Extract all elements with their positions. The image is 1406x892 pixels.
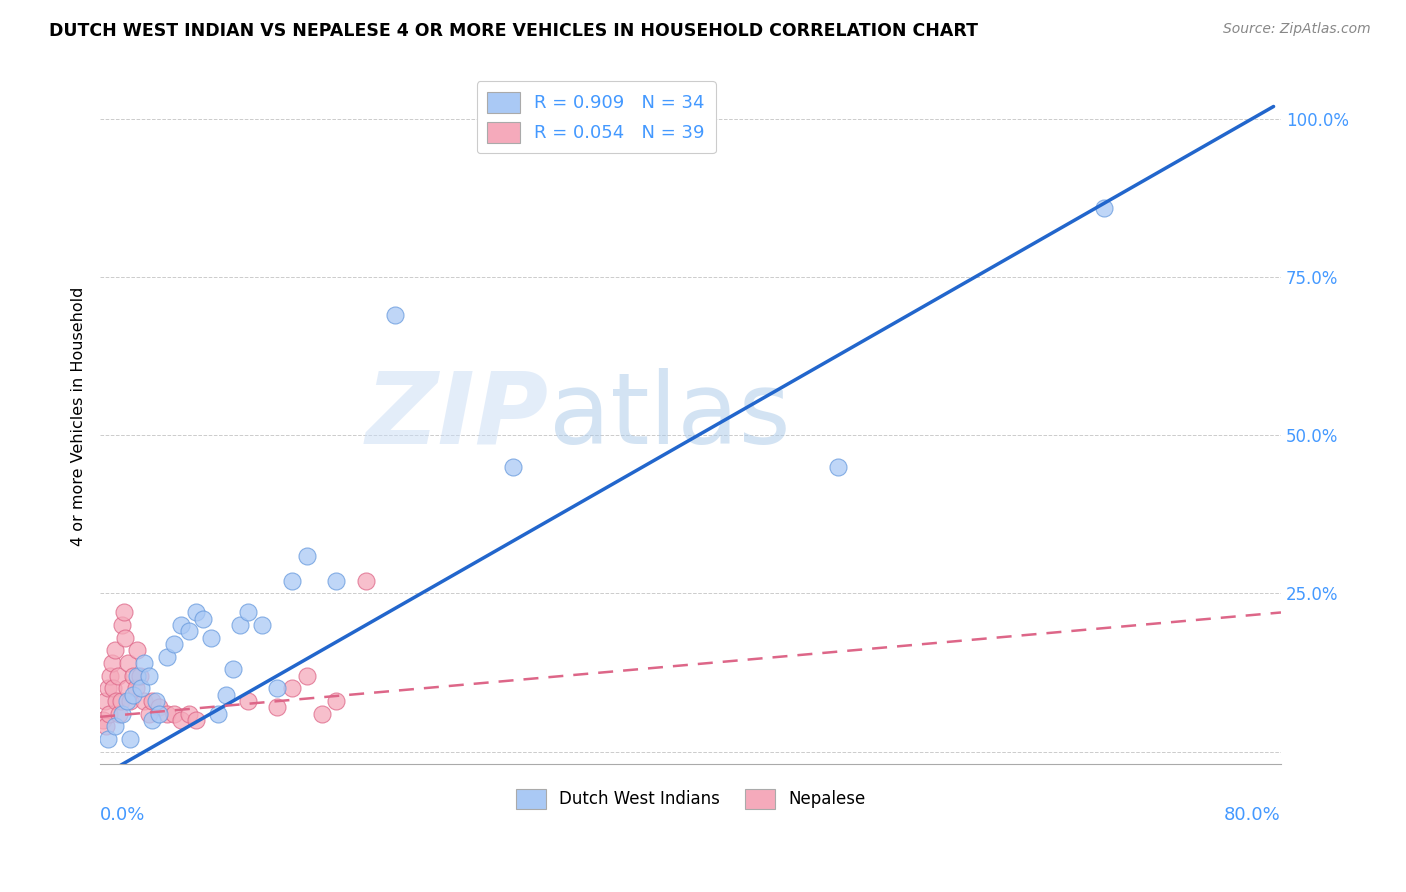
Y-axis label: 4 or more Vehicles in Household: 4 or more Vehicles in Household bbox=[72, 286, 86, 546]
Point bbox=[118, 731, 141, 746]
Point bbox=[141, 713, 163, 727]
Point bbox=[163, 637, 186, 651]
Point bbox=[384, 308, 406, 322]
Point bbox=[125, 669, 148, 683]
Point bbox=[155, 706, 177, 721]
Point bbox=[222, 662, 245, 676]
Point bbox=[200, 631, 222, 645]
Point bbox=[105, 694, 128, 708]
Point bbox=[177, 624, 200, 639]
Point bbox=[112, 606, 135, 620]
Point bbox=[103, 681, 125, 696]
Point bbox=[170, 713, 193, 727]
Point bbox=[138, 669, 160, 683]
Point bbox=[236, 606, 259, 620]
Text: Source: ZipAtlas.com: Source: ZipAtlas.com bbox=[1223, 22, 1371, 37]
Point bbox=[91, 713, 114, 727]
Point bbox=[134, 656, 156, 670]
Point bbox=[148, 700, 170, 714]
Point bbox=[96, 681, 118, 696]
Point bbox=[104, 719, 127, 733]
Point bbox=[207, 706, 229, 721]
Text: atlas: atlas bbox=[548, 368, 790, 465]
Text: 80.0%: 80.0% bbox=[1225, 806, 1281, 824]
Point bbox=[214, 688, 236, 702]
Point bbox=[138, 706, 160, 721]
Point bbox=[502, 460, 524, 475]
Point bbox=[111, 618, 134, 632]
Point bbox=[354, 574, 377, 588]
Point bbox=[110, 694, 132, 708]
Point bbox=[115, 694, 138, 708]
Point bbox=[107, 669, 129, 683]
Point bbox=[115, 681, 138, 696]
Point bbox=[93, 694, 115, 708]
Point bbox=[311, 706, 333, 721]
Point bbox=[827, 460, 849, 475]
Point bbox=[236, 694, 259, 708]
Point bbox=[134, 694, 156, 708]
Point bbox=[163, 706, 186, 721]
Point bbox=[266, 700, 288, 714]
Point bbox=[1092, 201, 1115, 215]
Point bbox=[325, 694, 347, 708]
Point bbox=[295, 669, 318, 683]
Point bbox=[121, 688, 143, 702]
Point bbox=[295, 549, 318, 563]
Point bbox=[184, 713, 207, 727]
Point bbox=[101, 656, 124, 670]
Legend: Dutch West Indians, Nepalese: Dutch West Indians, Nepalese bbox=[506, 780, 876, 819]
Point bbox=[131, 681, 153, 696]
Point bbox=[148, 706, 170, 721]
Point bbox=[252, 618, 274, 632]
Point bbox=[325, 574, 347, 588]
Text: DUTCH WEST INDIAN VS NEPALESE 4 OR MORE VEHICLES IN HOUSEHOLD CORRELATION CHART: DUTCH WEST INDIAN VS NEPALESE 4 OR MORE … bbox=[49, 22, 979, 40]
Point bbox=[104, 643, 127, 657]
Point bbox=[114, 631, 136, 645]
Point bbox=[118, 694, 141, 708]
Point bbox=[184, 606, 207, 620]
Point bbox=[108, 706, 131, 721]
Point bbox=[96, 731, 118, 746]
Point bbox=[121, 669, 143, 683]
Point bbox=[129, 669, 152, 683]
Text: ZIP: ZIP bbox=[366, 368, 548, 465]
Point bbox=[155, 649, 177, 664]
Point bbox=[145, 694, 167, 708]
Point bbox=[170, 618, 193, 632]
Point bbox=[111, 706, 134, 721]
Point bbox=[117, 656, 139, 670]
Point bbox=[125, 643, 148, 657]
Point bbox=[229, 618, 252, 632]
Point bbox=[100, 669, 122, 683]
Point bbox=[124, 681, 146, 696]
Point bbox=[281, 574, 304, 588]
Point bbox=[98, 706, 121, 721]
Point bbox=[281, 681, 304, 696]
Point bbox=[141, 694, 163, 708]
Text: 0.0%: 0.0% bbox=[100, 806, 145, 824]
Point bbox=[266, 681, 288, 696]
Point bbox=[193, 612, 215, 626]
Point bbox=[94, 719, 117, 733]
Point bbox=[177, 706, 200, 721]
